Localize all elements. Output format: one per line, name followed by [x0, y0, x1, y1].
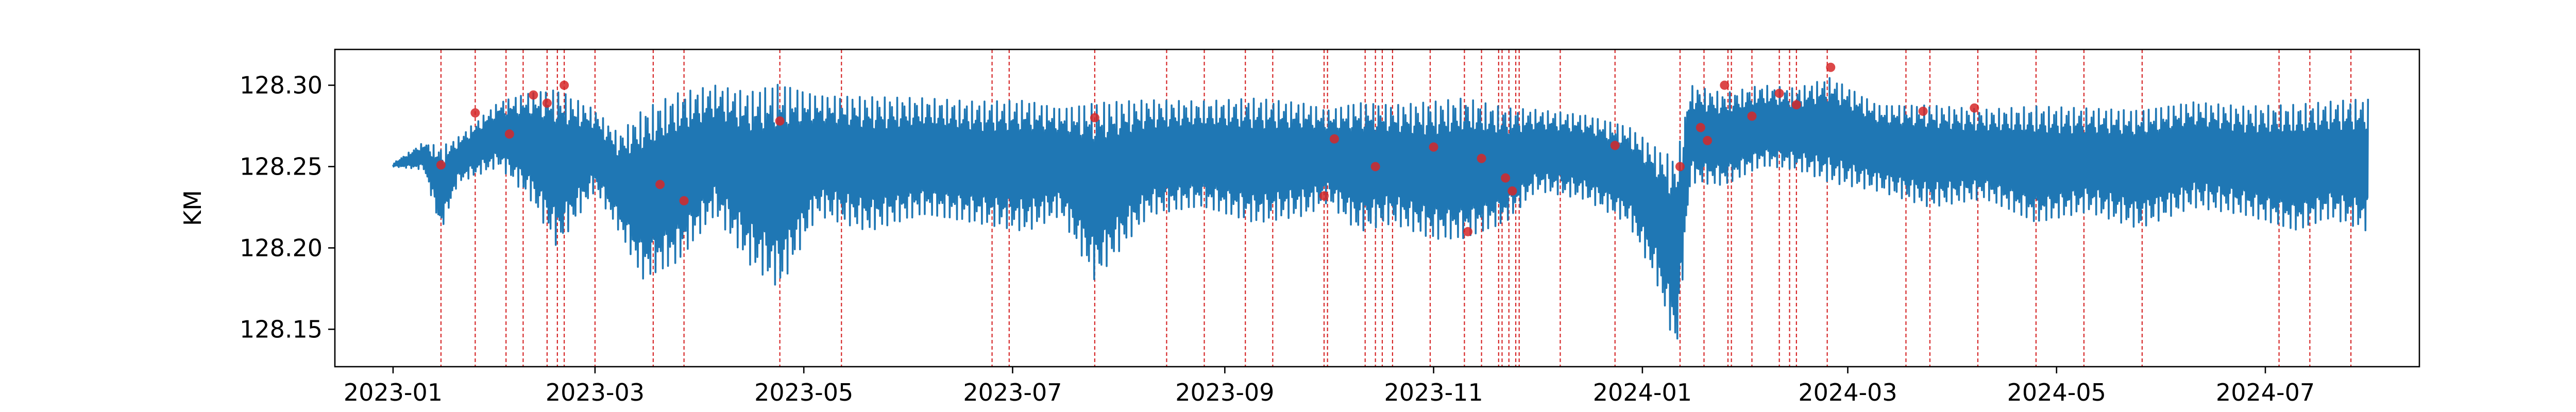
data-marker: [1319, 191, 1329, 201]
data-marker: [1970, 103, 1979, 113]
series-line-layer: [392, 77, 2369, 340]
x-tick-label: 2023-05: [754, 379, 853, 406]
x-tick-label: 2023-09: [1175, 379, 1274, 406]
data-marker: [1507, 186, 1517, 196]
data-marker: [1791, 100, 1801, 110]
y-tick-label: 128.15: [240, 315, 323, 343]
x-tick-label: 2023-11: [1384, 379, 1483, 406]
series-line: [392, 77, 2369, 340]
y-axis-label: KM: [179, 190, 207, 226]
data-marker: [679, 196, 689, 205]
x-tick-label: 2024-03: [1798, 379, 1897, 406]
y-axis: 128.15 128.20 128.25 128.30: [240, 71, 335, 343]
data-marker: [655, 180, 665, 190]
data-marker: [470, 108, 480, 118]
x-tick-label: 2023-07: [963, 379, 1062, 406]
x-tick-label: 2024-01: [1593, 379, 1692, 406]
y-tick-label: 128.30: [240, 71, 323, 99]
data-marker: [1918, 107, 1928, 116]
x-axis: 2023-01 2023-03 2023-05 2023-07 2023-09 2023-…: [344, 367, 2315, 406]
data-marker: [1090, 113, 1099, 123]
x-tick-label: 2024-07: [2216, 379, 2315, 406]
data-marker: [560, 80, 569, 90]
plot-frame: [334, 48, 2420, 368]
data-marker: [1501, 173, 1511, 183]
data-marker: [529, 90, 538, 100]
marker-layer: [436, 62, 1979, 236]
data-marker: [1477, 153, 1486, 163]
data-marker: [1826, 62, 1836, 72]
data-marker: [1675, 162, 1685, 171]
x-tick-label: 2023-01: [344, 379, 443, 406]
y-tick-label: 128.20: [240, 234, 323, 262]
data-marker: [1429, 142, 1438, 152]
data-marker: [1747, 111, 1757, 121]
data-marker: [1329, 134, 1339, 144]
data-marker: [1774, 89, 1784, 98]
data-marker: [1370, 162, 1380, 171]
data-marker: [1610, 141, 1620, 150]
x-tick-label: 2024-05: [2007, 379, 2106, 406]
data-marker: [504, 129, 514, 139]
y-tick-label: 128.25: [240, 152, 323, 180]
data-marker: [542, 98, 552, 108]
data-marker: [436, 160, 446, 170]
x-tick-label: 2023-03: [546, 379, 645, 406]
data-marker: [1696, 123, 1705, 132]
data-marker: [1703, 135, 1713, 145]
data-marker: [775, 116, 785, 126]
data-marker: [1463, 227, 1473, 236]
data-marker: [1720, 80, 1730, 90]
